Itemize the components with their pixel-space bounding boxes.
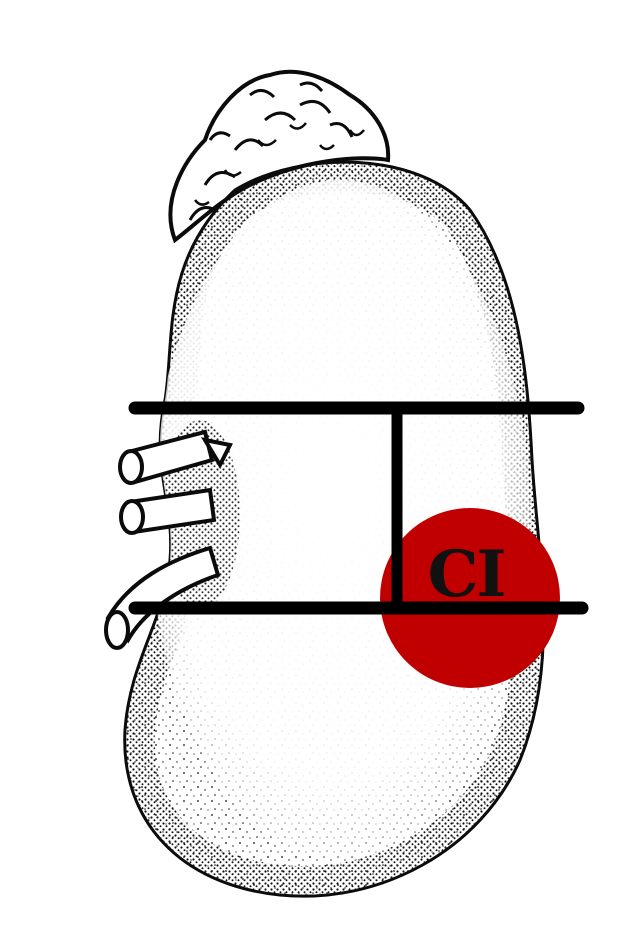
tumor-circle	[380, 508, 560, 688]
renal-vessels	[104, 429, 233, 650]
guide-lines	[128, 401, 589, 615]
tumor-label: CI	[428, 537, 505, 612]
